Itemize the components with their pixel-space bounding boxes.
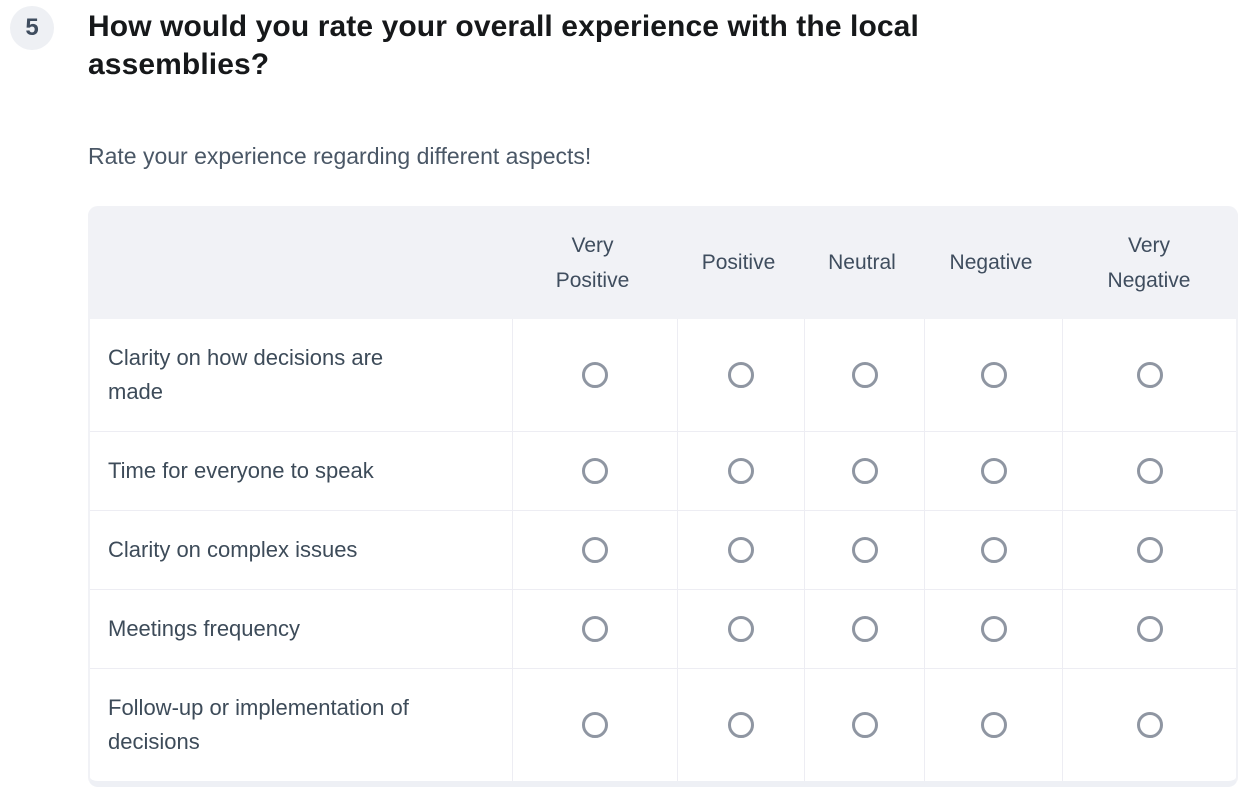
- radio-button[interactable]: [728, 537, 754, 563]
- matrix-row-complex-issues: Clarity on complex issues: [90, 510, 1236, 589]
- row-label: Time for everyone to speak: [108, 458, 374, 483]
- radio-button[interactable]: [582, 458, 608, 484]
- radio-button[interactable]: [1136, 458, 1163, 484]
- matrix-body: Clarity on how decisions are made Time f…: [90, 319, 1236, 781]
- radio-cell: [804, 432, 924, 510]
- radio-button[interactable]: [728, 712, 754, 738]
- radio-cell: [512, 432, 677, 510]
- row-label: Follow-up or implementation of decisions: [108, 695, 409, 754]
- radio-cell: [677, 669, 804, 781]
- radio-cell: [804, 511, 924, 589]
- question-title: How would you rate your overall experien…: [88, 10, 919, 81]
- option-header-negative: Negative: [922, 206, 1060, 319]
- radio-cell: [512, 511, 677, 589]
- radio-button[interactable]: [582, 712, 608, 738]
- radio-cell: [1062, 511, 1236, 589]
- radio-cell: [804, 669, 924, 781]
- radio-button[interactable]: [980, 537, 1007, 563]
- radio-button[interactable]: [1136, 712, 1163, 738]
- matrix-row-decisions-clarity: Clarity on how decisions are made: [90, 319, 1236, 431]
- radio-button[interactable]: [1136, 362, 1163, 388]
- question-number: 5: [25, 14, 39, 41]
- radio-button[interactable]: [980, 362, 1007, 388]
- question-number-badge: 5: [10, 6, 54, 50]
- radio-cell: [924, 511, 1062, 589]
- option-header-positive: Positive: [675, 206, 802, 319]
- radio-button[interactable]: [582, 537, 608, 563]
- radio-cell: [512, 669, 677, 781]
- radio-button[interactable]: [1136, 537, 1163, 563]
- option-header-neutral: Neutral: [802, 206, 922, 319]
- option-header-label: Positive: [701, 251, 776, 274]
- option-header-label: Neutral: [828, 251, 896, 274]
- question-subtitle: Rate your experience regarding different…: [88, 143, 592, 169]
- radio-button[interactable]: [980, 616, 1007, 642]
- option-header-very-negative: Very Negative: [1060, 206, 1238, 319]
- radio-cell: [677, 319, 804, 431]
- matrix-header-row: Very Positive Positive Neutral Negative …: [88, 206, 1238, 319]
- radio-button[interactable]: [851, 362, 878, 388]
- radio-cell: [512, 590, 677, 668]
- radio-cell: [1062, 432, 1236, 510]
- matrix-row-follow-up: Follow-up or implementation of decisions: [90, 668, 1236, 781]
- radio-cell: [677, 432, 804, 510]
- radio-button[interactable]: [1136, 616, 1163, 642]
- matrix-header-spacer: [88, 206, 510, 319]
- matrix-row-time-to-speak: Time for everyone to speak: [90, 431, 1236, 510]
- matrix-table: Very Positive Positive Neutral Negative …: [88, 206, 1238, 787]
- radio-cell: [924, 319, 1062, 431]
- radio-cell: [1062, 669, 1236, 781]
- radio-button[interactable]: [582, 616, 608, 642]
- option-header-label: Very Positive: [555, 233, 630, 292]
- row-label: Clarity on how decisions are made: [108, 345, 384, 404]
- row-label-cell: Clarity on how decisions are made: [90, 319, 512, 431]
- radio-cell: [924, 590, 1062, 668]
- row-label-cell: Follow-up or implementation of decisions: [90, 669, 512, 781]
- radio-cell: [924, 669, 1062, 781]
- radio-cell: [677, 511, 804, 589]
- radio-cell: [1062, 319, 1236, 431]
- radio-cell: [804, 590, 924, 668]
- row-label-cell: Meetings frequency: [90, 590, 512, 668]
- option-header-label: Very Negative: [1107, 233, 1191, 292]
- option-header-very-positive: Very Positive: [510, 206, 675, 319]
- radio-cell: [804, 319, 924, 431]
- radio-button[interactable]: [851, 616, 878, 642]
- radio-button[interactable]: [851, 458, 878, 484]
- radio-button[interactable]: [980, 458, 1007, 484]
- radio-cell: [677, 590, 804, 668]
- radio-cell: [924, 432, 1062, 510]
- row-label-cell: Clarity on complex issues: [90, 511, 512, 589]
- radio-button[interactable]: [851, 712, 878, 738]
- row-label: Clarity on complex issues: [108, 537, 358, 562]
- row-label: Meetings frequency: [108, 616, 300, 641]
- radio-button[interactable]: [582, 362, 608, 388]
- question-content: How would you rate your overall experien…: [88, 8, 1238, 787]
- radio-cell: [512, 319, 677, 431]
- radio-button[interactable]: [851, 537, 878, 563]
- row-label-cell: Time for everyone to speak: [90, 432, 512, 510]
- radio-button[interactable]: [728, 616, 754, 642]
- radio-button[interactable]: [980, 712, 1007, 738]
- matrix-row-meetings-frequency: Meetings frequency: [90, 589, 1236, 668]
- radio-button[interactable]: [728, 458, 754, 484]
- radio-button[interactable]: [728, 362, 754, 388]
- radio-cell: [1062, 590, 1236, 668]
- option-header-label: Negative: [949, 251, 1033, 274]
